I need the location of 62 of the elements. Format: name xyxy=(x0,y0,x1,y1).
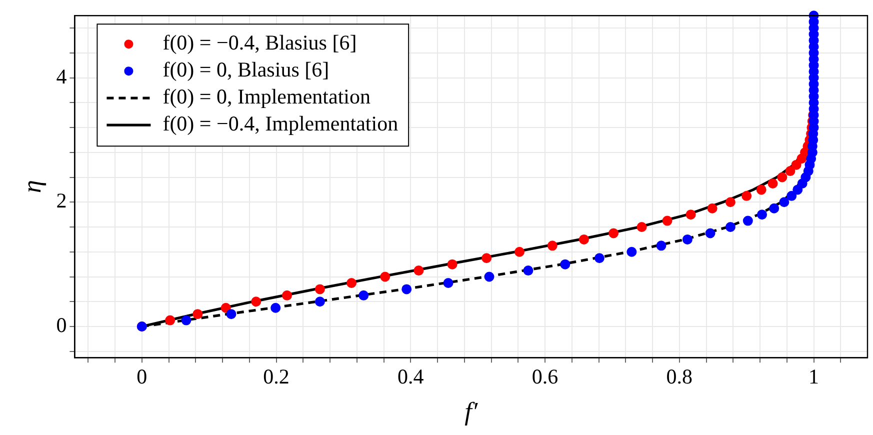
point xyxy=(578,234,589,244)
y-tick-label: 2 xyxy=(56,188,67,213)
y-tick-label: 4 xyxy=(56,64,68,88)
point xyxy=(725,197,736,208)
point xyxy=(380,272,390,282)
point xyxy=(484,272,494,282)
point xyxy=(742,190,752,201)
point xyxy=(791,160,802,170)
point xyxy=(514,246,524,257)
point xyxy=(447,259,458,270)
point xyxy=(686,210,696,220)
point xyxy=(785,166,796,176)
point xyxy=(226,309,236,320)
x-tick-label: 1 xyxy=(808,364,819,389)
y-tick-label: 0 xyxy=(56,313,67,338)
point xyxy=(705,228,716,238)
point xyxy=(636,222,647,232)
x-tick-label: 0.2 xyxy=(263,364,290,389)
point xyxy=(608,228,619,238)
x-axis-title: f′ xyxy=(464,397,478,426)
legend-label: f(0) = 0, Blasius [6] xyxy=(162,58,330,82)
point xyxy=(662,216,672,226)
legend-label: f(0) = −0.4, Blasius [6] xyxy=(162,30,357,55)
point xyxy=(769,203,780,214)
legend-label: f(0) = 0, Implementation xyxy=(162,84,371,109)
point xyxy=(626,246,637,257)
x-tick-label: 0.4 xyxy=(398,364,424,389)
point xyxy=(314,284,325,294)
point xyxy=(443,278,454,288)
point xyxy=(482,253,492,264)
point xyxy=(523,266,534,276)
point xyxy=(757,210,768,220)
y-axis-title: η xyxy=(17,180,46,194)
point xyxy=(707,203,718,214)
point xyxy=(402,284,412,294)
x-tick-label: 0 xyxy=(136,364,148,389)
point xyxy=(786,190,797,201)
point xyxy=(725,222,736,232)
legend-label: f(0) = −0.4, Implementation xyxy=(162,112,399,136)
point xyxy=(282,290,292,300)
point xyxy=(358,290,369,300)
point xyxy=(192,309,203,320)
point xyxy=(560,259,570,270)
point xyxy=(346,278,357,288)
point xyxy=(414,266,424,276)
point xyxy=(656,240,666,251)
point xyxy=(682,234,692,244)
point xyxy=(165,315,176,326)
point xyxy=(220,302,231,313)
point xyxy=(756,184,766,195)
x-tick-label: 0.8 xyxy=(666,364,693,389)
point xyxy=(779,197,790,208)
point xyxy=(251,296,262,307)
point xyxy=(742,216,753,226)
x-tick-label: 0.6 xyxy=(532,364,558,389)
point xyxy=(547,240,558,251)
point xyxy=(181,315,192,326)
point xyxy=(768,178,778,188)
point xyxy=(777,172,788,182)
point xyxy=(314,296,325,307)
point xyxy=(270,302,281,313)
point xyxy=(594,253,604,264)
